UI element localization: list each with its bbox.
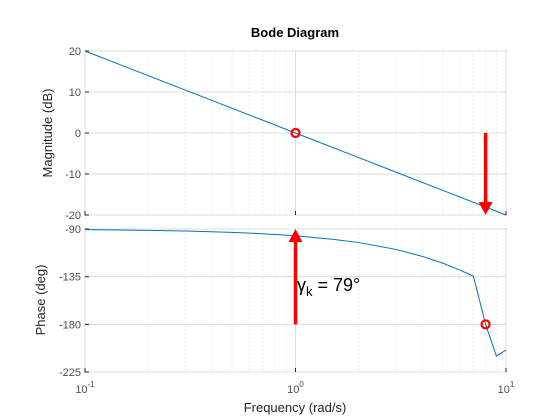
phase-y-tick-label: -225 (59, 367, 81, 379)
magnitude-panel: 20 10 0 -10 -20 Magnitude (dB) (40, 46, 507, 222)
phase-panel: -90 -135 -180 -225 Phase (deg) γk = 79° (33, 224, 507, 379)
magnitude-curve (84, 50, 507, 216)
phase-y-tick-label: -135 (59, 272, 81, 284)
x-tick-exponent: 1 (510, 380, 515, 389)
magnitude-y-ticks: 20 10 0 -10 -20 (65, 46, 89, 222)
x-tick-exponent: 0 (299, 380, 304, 389)
gamma-value: = 79° (313, 275, 361, 295)
x-axis-label: Frequency (rad/s) (244, 400, 347, 415)
gamma-symbol: γ (297, 275, 306, 295)
magnitude-y-tick-label: -10 (65, 169, 81, 181)
phase-arrow-head (288, 229, 303, 242)
phase-y-tick-label: -90 (65, 224, 81, 236)
x-tick-exponent: -1 (88, 380, 96, 389)
x-tick-base: 10 (498, 384, 510, 396)
magnitude-y-tick-label: -20 (65, 210, 81, 222)
phase-y-tick-label: -180 (59, 319, 81, 331)
x-tick-base: 10 (75, 384, 87, 396)
phase-y-axis-label: Phase (deg) (33, 265, 48, 336)
phase-annotations (288, 229, 491, 330)
x-tick-label: 100 (287, 380, 304, 396)
magnitude-y-tick-label: 0 (75, 128, 81, 140)
gamma-margin-annotation: γk = 79° (297, 275, 360, 299)
magnitude-crossover-marker (290, 127, 301, 139)
phase-crossover-marker (480, 319, 491, 330)
x-axis-ticks: 10-1 100 101 (75, 211, 515, 396)
chart-title: Bode Diagram (251, 25, 339, 40)
x-tick-label: 101 (498, 380, 515, 396)
phase-y-ticks: -90 -135 -180 -225 (59, 224, 89, 379)
magnitude-y-tick-label: 10 (69, 87, 81, 99)
x-tick-label: 10-1 (75, 380, 95, 396)
magnitude-arrow-head (478, 202, 493, 215)
magnitude-annotations (290, 127, 493, 215)
phase-curve (84, 229, 507, 357)
x-tick-base: 10 (287, 384, 299, 396)
magnitude-y-axis-label: Magnitude (dB) (40, 89, 55, 178)
gamma-subscript: k (306, 284, 313, 299)
magnitude-y-tick-label: 20 (69, 46, 81, 58)
